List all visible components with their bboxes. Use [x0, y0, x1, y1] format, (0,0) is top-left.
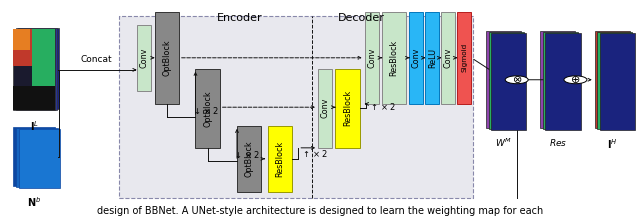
- Text: OptBlock: OptBlock: [203, 90, 212, 127]
- Bar: [442, 12, 456, 104]
- Text: Conv: Conv: [321, 98, 330, 118]
- Text: Conv: Conv: [367, 48, 376, 68]
- Text: ResBlock: ResBlock: [275, 141, 284, 177]
- Text: $W^M$: $W^M$: [495, 137, 512, 149]
- Text: $\otimes$: $\otimes$: [511, 74, 522, 85]
- Text: $\uparrow\times 2$: $\uparrow\times 2$: [369, 101, 396, 112]
- Bar: [13, 29, 32, 66]
- Bar: [318, 69, 332, 148]
- Bar: [13, 29, 55, 110]
- Text: ResBlock: ResBlock: [390, 40, 399, 76]
- Text: Conv: Conv: [444, 48, 453, 68]
- Text: $\oplus$: $\oplus$: [570, 74, 580, 85]
- Text: $\mathbf{N}^b$: $\mathbf{N}^b$: [27, 195, 42, 209]
- Text: $Res$: $Res$: [548, 137, 567, 148]
- Bar: [268, 126, 292, 192]
- FancyBboxPatch shape: [119, 16, 473, 198]
- Bar: [13, 86, 55, 110]
- Text: $\mathbf{I}^L$: $\mathbf{I}^L$: [29, 119, 39, 133]
- Text: design of BBNet. A UNet-style architecture is designed to learn the weighting ma: design of BBNet. A UNet-style architectu…: [97, 206, 543, 216]
- Text: ResBlock: ResBlock: [343, 90, 352, 126]
- Text: $\mathbf{I}^H$: $\mathbf{I}^H$: [607, 137, 618, 151]
- Bar: [365, 12, 379, 104]
- Bar: [486, 31, 521, 128]
- Bar: [491, 33, 526, 130]
- Bar: [195, 69, 220, 148]
- Text: ReLU: ReLU: [428, 48, 437, 68]
- Bar: [16, 29, 57, 110]
- Bar: [545, 33, 580, 130]
- Bar: [237, 126, 261, 192]
- Bar: [16, 128, 58, 187]
- Bar: [155, 12, 179, 104]
- Text: Conv: Conv: [140, 48, 148, 68]
- Bar: [410, 12, 424, 104]
- Bar: [13, 127, 55, 186]
- Bar: [13, 29, 30, 50]
- Bar: [595, 31, 630, 128]
- Text: $\downarrow\times 2$: $\downarrow\times 2$: [192, 105, 220, 116]
- Text: $\uparrow\times 2$: $\uparrow\times 2$: [301, 148, 328, 159]
- Text: OptBlock: OptBlock: [162, 40, 172, 76]
- Text: Encoder: Encoder: [218, 13, 263, 23]
- Text: Concat: Concat: [80, 55, 111, 64]
- Bar: [137, 25, 151, 91]
- Bar: [335, 69, 360, 148]
- Text: Conv: Conv: [412, 48, 421, 68]
- Text: Sigmoid: Sigmoid: [461, 43, 467, 72]
- Bar: [540, 31, 575, 128]
- Bar: [488, 32, 524, 129]
- Bar: [543, 32, 578, 129]
- Text: Decoder: Decoder: [338, 13, 385, 23]
- Circle shape: [564, 76, 587, 84]
- Bar: [600, 33, 635, 130]
- Bar: [597, 32, 632, 129]
- Bar: [458, 12, 471, 104]
- Bar: [19, 129, 60, 188]
- Bar: [18, 28, 60, 109]
- Circle shape: [505, 76, 528, 84]
- Bar: [32, 29, 55, 86]
- Text: OptBlock: OptBlock: [244, 141, 253, 177]
- Text: $\downarrow\times 2$: $\downarrow\times 2$: [233, 149, 260, 160]
- Bar: [382, 12, 406, 104]
- Bar: [426, 12, 440, 104]
